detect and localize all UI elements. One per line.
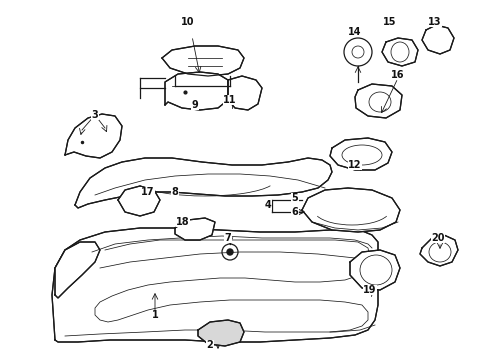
Text: 3: 3 bbox=[92, 110, 98, 120]
Text: 10: 10 bbox=[181, 17, 195, 27]
Text: 1: 1 bbox=[151, 310, 158, 320]
Text: 8: 8 bbox=[172, 187, 178, 197]
Text: 14: 14 bbox=[348, 27, 362, 37]
Polygon shape bbox=[420, 235, 458, 266]
Polygon shape bbox=[198, 320, 244, 346]
Text: 4: 4 bbox=[265, 200, 271, 210]
Text: 12: 12 bbox=[348, 160, 362, 170]
Polygon shape bbox=[118, 186, 160, 216]
Text: 16: 16 bbox=[391, 70, 405, 80]
Text: 11: 11 bbox=[223, 95, 237, 105]
Polygon shape bbox=[422, 25, 454, 54]
Text: 6: 6 bbox=[292, 207, 298, 217]
Text: 13: 13 bbox=[428, 17, 442, 27]
Circle shape bbox=[227, 249, 233, 255]
Polygon shape bbox=[65, 114, 122, 158]
Polygon shape bbox=[382, 38, 418, 66]
Text: 15: 15 bbox=[383, 17, 397, 27]
Polygon shape bbox=[75, 158, 332, 208]
Text: 18: 18 bbox=[176, 217, 190, 227]
Text: 9: 9 bbox=[192, 100, 198, 110]
Text: 7: 7 bbox=[224, 233, 231, 243]
Text: 20: 20 bbox=[431, 233, 445, 243]
Polygon shape bbox=[228, 76, 262, 110]
Text: 17: 17 bbox=[141, 187, 155, 197]
Polygon shape bbox=[175, 218, 215, 240]
Polygon shape bbox=[162, 46, 244, 76]
Polygon shape bbox=[302, 188, 400, 232]
Text: 2: 2 bbox=[207, 340, 213, 350]
Polygon shape bbox=[350, 250, 400, 290]
Text: 5: 5 bbox=[292, 193, 298, 203]
Polygon shape bbox=[52, 228, 378, 342]
Text: 19: 19 bbox=[363, 285, 377, 295]
Polygon shape bbox=[55, 242, 100, 298]
Polygon shape bbox=[165, 72, 228, 110]
Polygon shape bbox=[355, 84, 402, 118]
Polygon shape bbox=[330, 138, 392, 170]
